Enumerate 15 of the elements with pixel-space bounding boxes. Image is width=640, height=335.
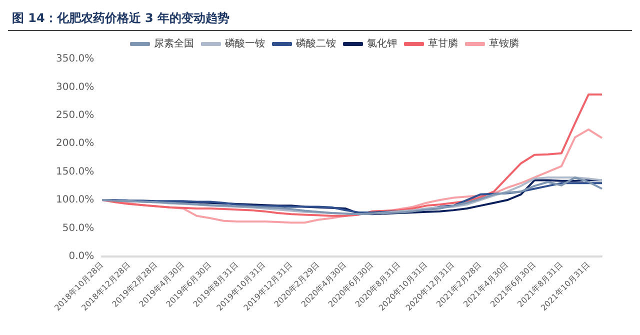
y-tick-label: 300.0% <box>56 82 94 93</box>
y-tick-label: 0.0% <box>68 251 94 262</box>
chart-title: 图 14：化肥农药价格近 3 年的变动趋势 <box>8 8 632 31</box>
y-tick-label: 150.0% <box>56 166 94 178</box>
legend-label: 磷酸二铵 <box>295 38 336 50</box>
y-tick-label: 50.0% <box>62 222 94 234</box>
legend-label: 草甘膦 <box>428 38 458 50</box>
y-tick-label: 250.0% <box>56 110 94 122</box>
y-tick-label: 350.0% <box>56 54 94 65</box>
legend-label: 氯化钾 <box>367 38 397 50</box>
legend-label: 尿素全国 <box>154 38 194 50</box>
legend-label: 磷酸一铵 <box>224 38 265 50</box>
legend-label: 草铵膦 <box>489 38 519 50</box>
y-tick-label: 200.0% <box>56 138 94 150</box>
y-tick-label: 100.0% <box>56 194 94 206</box>
